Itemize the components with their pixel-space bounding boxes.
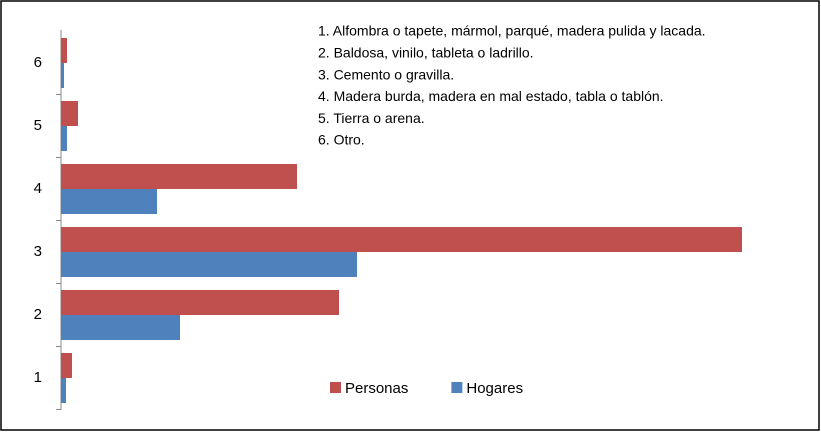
bar xyxy=(61,252,357,277)
bar xyxy=(61,164,297,189)
legend-swatch xyxy=(451,382,463,393)
bar xyxy=(61,290,339,315)
y-tick-label: 2 xyxy=(34,306,42,323)
annotation: 1. Alfombra o tapete, mármol, parqué, ma… xyxy=(318,23,706,39)
y-tick-label: 3 xyxy=(34,243,42,260)
legend-label: Personas xyxy=(345,380,408,397)
bar xyxy=(61,126,67,151)
annotation: 4. Madera burda, madera en mal estado, t… xyxy=(318,88,664,104)
annotation: 5. Tierra o arena. xyxy=(318,110,425,126)
annotation: 3. Cemento o gravilla. xyxy=(318,66,454,82)
bar xyxy=(61,353,72,378)
bar xyxy=(61,315,180,340)
bar xyxy=(61,63,64,88)
annotation: 2. Baldosa, vinilo, tableta o ladrillo. xyxy=(318,45,534,61)
annotation: 6. Otro. xyxy=(318,132,365,148)
bar xyxy=(61,378,66,403)
bar xyxy=(61,38,67,63)
y-tick-label: 6 xyxy=(34,54,42,71)
legend-swatch xyxy=(330,382,341,393)
y-tick-label: 1 xyxy=(34,369,42,386)
bar xyxy=(61,227,742,252)
y-tick-label: 5 xyxy=(34,117,42,134)
y-tick-label: 4 xyxy=(34,180,42,197)
bar xyxy=(61,189,157,214)
legend-label: Hogares xyxy=(466,380,523,397)
bar xyxy=(61,101,78,126)
